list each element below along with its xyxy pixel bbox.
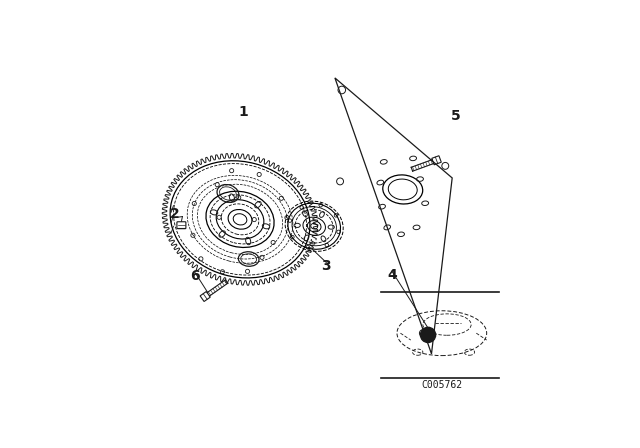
Text: 3: 3 <box>321 259 331 273</box>
Text: 6: 6 <box>190 269 200 283</box>
Text: 5: 5 <box>451 109 461 123</box>
Text: 1: 1 <box>239 105 248 120</box>
Text: 2: 2 <box>170 207 179 221</box>
Text: C005762: C005762 <box>421 380 462 390</box>
Text: 4: 4 <box>387 267 397 281</box>
Circle shape <box>420 327 436 342</box>
